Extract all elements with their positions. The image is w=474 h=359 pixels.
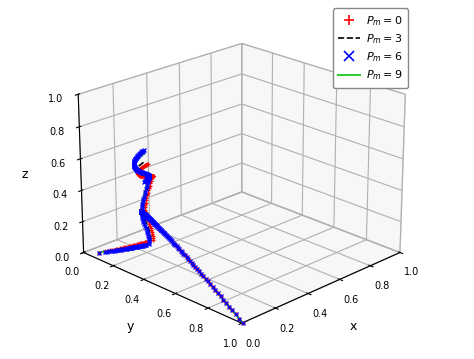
Y-axis label: y: y <box>127 320 134 333</box>
Legend: $P_m=0$, $P_m=3$, $P_m=6$, $P_m=9$: $P_m=0$, $P_m=3$, $P_m=6$, $P_m=9$ <box>333 8 408 88</box>
X-axis label: x: x <box>350 320 357 333</box>
